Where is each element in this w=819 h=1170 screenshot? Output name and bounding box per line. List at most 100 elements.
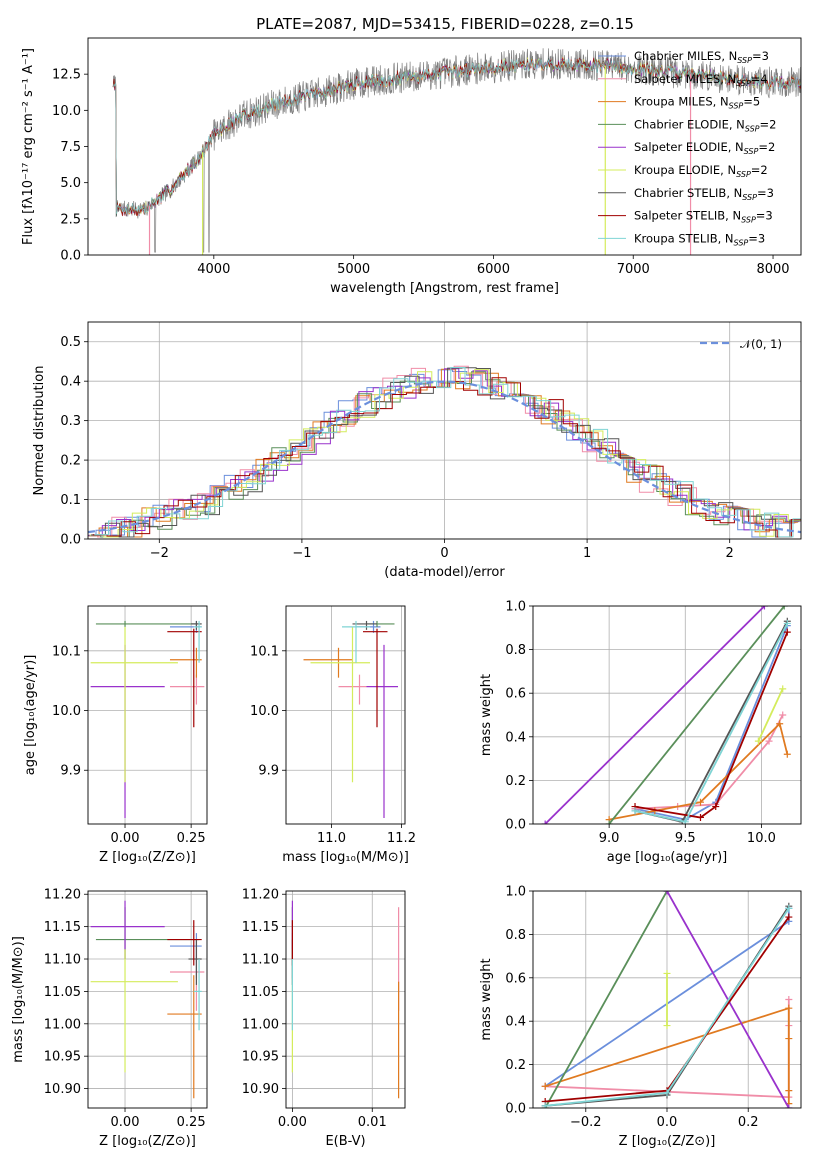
y-tick-label: 10.90 [242, 1082, 279, 1097]
legend-value: =2 [760, 117, 777, 131]
legend-subscript: SSP [737, 56, 752, 65]
y-tick-label: 0.2 [60, 454, 81, 469]
legend-entry: Salpeter STELIB, NSSP=3 [634, 209, 773, 225]
y-tick-label: 11.05 [242, 985, 279, 1000]
weight-marker [663, 1022, 671, 1030]
weight-marker [760, 606, 768, 610]
plot-area [88, 891, 207, 1108]
y-tick-label: 0.0 [505, 818, 526, 833]
y-tick-label: 11.15 [242, 920, 279, 935]
y-axis-label: mass weight [479, 958, 494, 1040]
y-tick-label: 0.0 [505, 1102, 526, 1117]
histogram-chabrier-stelib [91, 367, 801, 538]
x-tick-label: 0.00 [111, 1115, 140, 1130]
legend-value: =2 [751, 163, 768, 177]
weight-marker [785, 1004, 793, 1012]
weight-marker [541, 1082, 549, 1090]
y-tick-label: 10.95 [242, 1050, 279, 1065]
histogram-chabrier-miles [88, 369, 795, 538]
legend-value: =5 [743, 95, 760, 109]
y-tick-label: 10.0 [52, 704, 81, 719]
y-tick-label: 0.3 [60, 414, 81, 429]
y-axis-label: mass [log₁₀(M/M⊙)] [11, 936, 26, 1063]
weight-marker [780, 606, 788, 610]
x-tick-label: 1 [583, 546, 591, 561]
weight-marker [712, 803, 720, 811]
y-tick-label: 0.5 [60, 335, 81, 350]
x-tick-label: 0.00 [111, 831, 140, 846]
y-axis-label: mass weight [479, 674, 494, 756]
y-tick-label: 0.4 [505, 1015, 526, 1030]
axes-mass-vs-EBV: 0.00 0.01 10.90 10.95 11.00 11.05 11.10 11.15 11… [242, 888, 406, 1149]
y-tick-label: 11.00 [44, 1017, 81, 1032]
legend-value: =4 [751, 72, 768, 86]
axes-frame [87, 605, 208, 825]
y-tick-label: 0.1 [60, 493, 81, 508]
legend-entry: Salpeter MILES, NSSP=4 [634, 72, 768, 88]
weight-marker [785, 996, 793, 1003]
axes-frame [285, 605, 406, 825]
weight-marker [785, 1087, 793, 1095]
x-tick-label: −2 [150, 546, 169, 561]
y-tick-label: 10.0 [52, 104, 81, 119]
y-tick-label: 0.6 [505, 971, 526, 986]
weight-line-salpeter-stelib [634, 631, 789, 819]
y-tick-label: 10.95 [44, 1050, 81, 1065]
legend-value: =3 [756, 209, 773, 223]
weight-marker [541, 1102, 549, 1108]
y-tick-label: 7.5 [60, 140, 81, 155]
weight-marker [783, 750, 791, 758]
legend-subscript: SSP [734, 238, 749, 247]
y-tick-label: 11.20 [242, 888, 279, 903]
y-tick-label: 1.0 [505, 600, 526, 615]
y-tick-label: 10.90 [44, 1082, 81, 1097]
plot-area [533, 606, 801, 824]
legend-subscript: SSP [745, 124, 760, 133]
plot-area [112, 48, 801, 255]
x-axis-label: Z [log₁₀(Z/Z⊙)] [99, 1134, 196, 1149]
weight-line-kroupa-elodie [757, 688, 784, 742]
x-tick-label: 4000 [197, 262, 230, 277]
weight-marker [663, 1089, 671, 1097]
weight-marker [779, 685, 787, 693]
x-axis-label: wavelength [Angstrom, rest frame] [330, 281, 559, 296]
y-tick-label: 11.05 [44, 985, 81, 1000]
y-axis-label: Normed distribution [32, 366, 47, 496]
y-tick-label: 10.1 [250, 644, 279, 659]
y-tick-label: 1.0 [505, 885, 526, 900]
legend-subscript: SSP [744, 147, 759, 156]
y-tick-label: 10.0 [250, 704, 279, 719]
x-axis-label: Z [log₁₀(Z/Z⊙)] [619, 1134, 716, 1149]
axes-age-vs-mass: 11.0 11.2 9.9 10.0 10.1 mass [log₁₀(M/M⊙)] [250, 605, 416, 865]
legend-entry: Kroupa MILES, NSSP=5 [634, 95, 760, 111]
weight-marker [779, 711, 787, 719]
y-tick-label: 2.5 [60, 212, 81, 227]
x-tick-label: 0.25 [177, 831, 206, 846]
y-tick-label: 9.9 [60, 764, 81, 779]
weight-line-chabrier-elodie [608, 606, 786, 824]
legend-value: =2 [758, 140, 775, 154]
weight-marker [785, 913, 793, 921]
plot-area [286, 606, 405, 824]
plot-area [286, 891, 405, 1108]
y-tick-label: 9.9 [258, 764, 279, 779]
legend-entry: Chabrier STELIB, NSSP=3 [634, 186, 774, 202]
axes-weight-vs-Z: −0.2 0.0 0.2 0.0 0.2 0.4 0.6 0.8 1.0 Z [log₁₀(Z/Z… [479, 885, 802, 1149]
weight-marker [765, 737, 773, 745]
y-tick-label: 10.1 [52, 644, 81, 659]
y-tick-label: 0.2 [505, 1058, 526, 1073]
x-tick-label: 0.2 [738, 1115, 759, 1130]
axes-weight-vs-age: 9.0 9.5 10.0 0.0 0.2 0.4 0.6 0.8 1.0 age [log₁₀(a… [479, 600, 802, 865]
x-tick-label: 0 [440, 546, 448, 561]
weight-marker [631, 807, 639, 815]
legend: Chabrier MILES, NSSP=3 Salpeter MILES, NS… [598, 49, 776, 247]
legend-entry: Chabrier ELODIE, NSSP=2 [634, 117, 776, 133]
x-tick-label: −0.2 [570, 1115, 602, 1130]
y-axis-label: Flux [fλ10⁻¹⁷ erg cm⁻² s⁻¹ A⁻¹] [21, 48, 36, 245]
x-tick-label: 8000 [756, 262, 789, 277]
weight-marker [697, 813, 704, 821]
y-tick-label: 11.00 [242, 1017, 279, 1032]
weight-marker [754, 737, 762, 745]
weight-marker [785, 904, 793, 912]
